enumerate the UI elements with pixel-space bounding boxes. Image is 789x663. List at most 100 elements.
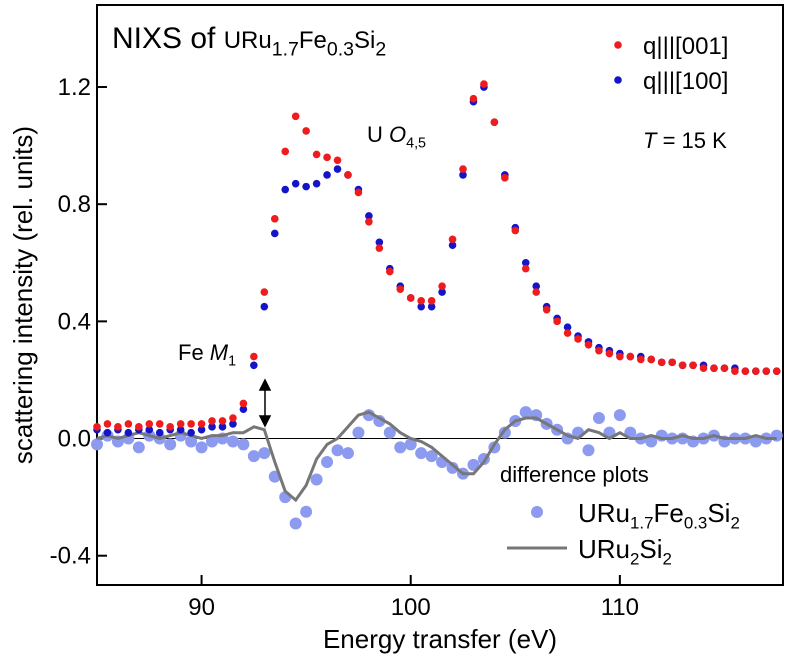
chart-title: NIXS of URu1.7Fe0.3Si2	[112, 22, 386, 61]
annotation: difference plots	[500, 462, 649, 487]
data-point	[689, 361, 697, 370]
data-point	[132, 441, 145, 454]
data-point	[250, 361, 258, 370]
text-part: 0.3	[327, 39, 354, 61]
x-tick-label: 100	[391, 594, 431, 621]
fe-arrow	[258, 378, 272, 428]
text-part: Si	[639, 534, 662, 564]
text-part: URu	[224, 27, 272, 54]
text-part: 1	[228, 354, 236, 370]
data-point	[135, 423, 143, 431]
data-point	[195, 441, 208, 454]
data-point	[185, 435, 198, 448]
data-point	[270, 215, 279, 223]
data-point	[229, 414, 237, 422]
data-point	[752, 367, 760, 375]
text-part: 2	[630, 550, 639, 569]
data-point	[226, 435, 239, 448]
data-point	[574, 335, 582, 343]
data-point	[605, 349, 614, 358]
y-axis-title: scattering intensity (rel. units)	[8, 126, 38, 464]
data-point	[365, 212, 373, 220]
data-point	[176, 420, 185, 428]
text-part: 1.7	[272, 39, 299, 61]
data-point	[584, 340, 593, 349]
data-point	[678, 361, 687, 370]
data-point	[302, 127, 310, 135]
data-point	[448, 241, 457, 250]
y-tick-label: 0.4	[58, 308, 91, 335]
plot-frame	[96, 4, 784, 586]
text-part: URu	[578, 498, 630, 528]
data-point	[237, 438, 250, 451]
data-point	[636, 355, 645, 364]
x-tick-label: 90	[188, 594, 215, 621]
data-point	[731, 367, 739, 375]
data-point	[312, 150, 321, 159]
data-point	[270, 229, 279, 238]
data-point	[323, 171, 331, 179]
data-point	[595, 346, 603, 355]
data-point	[501, 174, 509, 182]
reference-line	[96, 410, 777, 503]
data-point	[417, 297, 425, 305]
data-point	[519, 406, 532, 419]
data-point	[176, 425, 185, 434]
data-point	[383, 426, 396, 439]
data-point	[448, 235, 457, 244]
data-point	[341, 447, 354, 460]
text-part: Si	[707, 498, 730, 528]
data-point	[613, 409, 626, 422]
data-point	[333, 156, 342, 165]
data-point	[521, 258, 530, 267]
text-part: U	[367, 122, 389, 147]
data-point	[467, 458, 480, 471]
data-point	[438, 288, 446, 296]
data-point	[124, 428, 133, 437]
data-point	[657, 358, 666, 367]
data-point	[563, 329, 572, 337]
data-point	[229, 420, 237, 428]
data-point	[218, 417, 227, 425]
data-point	[302, 182, 310, 191]
data-point	[749, 435, 762, 448]
data-point	[553, 317, 561, 326]
y-tick-label: -0.4	[50, 543, 91, 570]
data-point	[394, 441, 407, 454]
data-point	[386, 267, 394, 276]
data-point	[197, 420, 206, 428]
data-point	[352, 426, 365, 439]
data-point	[425, 450, 438, 463]
data-point	[469, 94, 478, 103]
data-point	[396, 285, 405, 293]
data-point	[459, 171, 467, 179]
y-tick-label: 1.2	[58, 74, 91, 101]
data-point	[250, 352, 258, 361]
data-point	[281, 147, 290, 156]
data-point	[427, 302, 436, 311]
data-point	[300, 505, 313, 518]
annotation: T = 15 K	[643, 128, 727, 153]
text-part: 0.3	[684, 514, 707, 533]
data-point	[438, 282, 446, 291]
data-point	[333, 165, 342, 173]
legend-label: URu2Si2	[578, 534, 672, 569]
data-point	[592, 412, 605, 425]
annotation: Fe M1	[178, 340, 236, 370]
text-part: 4,5	[406, 136, 426, 152]
data-point	[114, 423, 122, 431]
data-point	[103, 420, 112, 428]
data-point	[616, 352, 624, 361]
text-part: 1.7	[630, 514, 653, 533]
data-point	[291, 112, 300, 121]
data-point	[208, 417, 216, 425]
x-axis-title: Energy transfer (eV)	[323, 624, 557, 654]
data-point	[155, 428, 164, 437]
data-point	[480, 80, 488, 88]
legend-label: q|||[100]	[643, 68, 728, 95]
data-point	[344, 171, 352, 179]
data-point	[164, 438, 177, 451]
data-point	[281, 185, 290, 194]
data-point	[375, 238, 384, 247]
data-point	[762, 367, 771, 375]
